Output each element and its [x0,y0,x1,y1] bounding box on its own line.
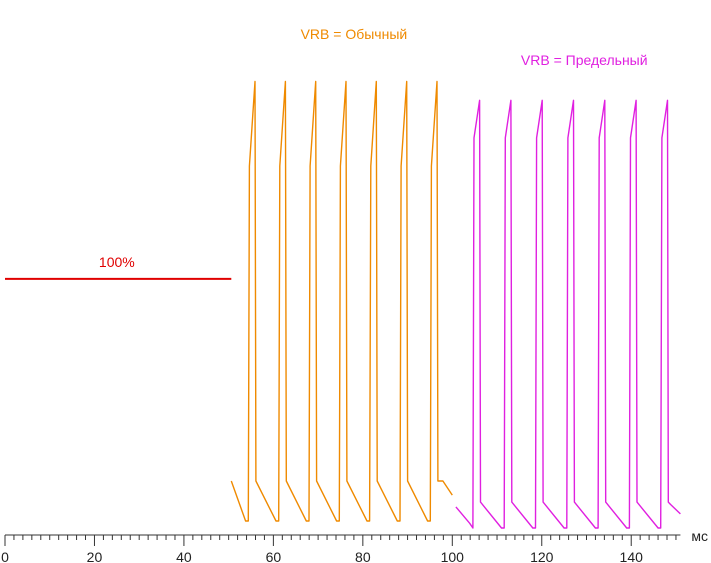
x-tick-label: 40 [176,549,192,563]
x-tick-label: 120 [530,549,554,563]
series-line-3 [455,99,681,529]
x-axis: 0 20 40 60 80 100 120 140 мс [1,528,708,563]
x-tick-label: 100 [441,549,465,563]
x-tick-label: 20 [87,549,103,563]
series-line-2 [230,80,453,522]
x-tick-label: 80 [355,549,371,563]
x-tick-label: 0 [1,549,9,563]
plot-lines [5,80,681,529]
x-tick-label: 60 [266,549,282,563]
series-label-2: VRB = Обычный [301,26,408,42]
x-unit-label: мс [691,528,708,544]
series-labels: 100% VRB = Обычный VRB = Предельный [99,26,648,270]
series-label-1: 100% [99,254,135,270]
series-label-3: VRB = Предельный [521,52,648,68]
x-tick-label: 140 [620,549,644,563]
